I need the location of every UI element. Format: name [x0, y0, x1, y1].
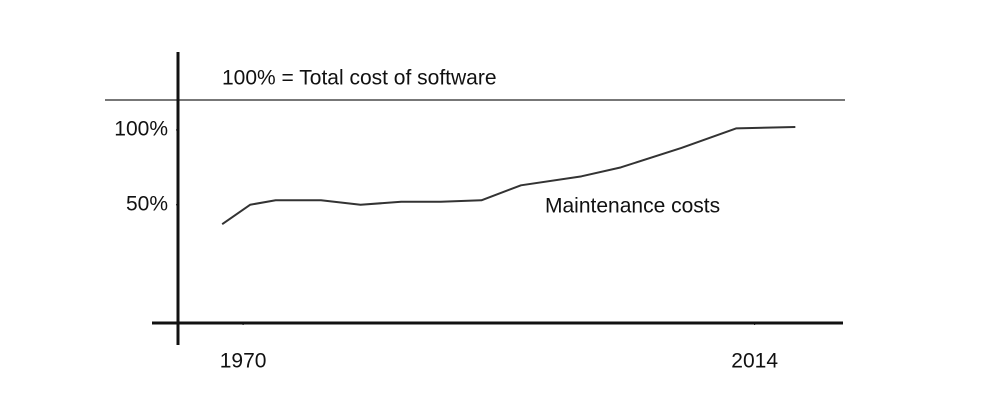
y-tick-label: 50%: [126, 192, 168, 215]
x-tick-label: 1970: [220, 350, 267, 373]
x-tick-label: 2014: [731, 350, 778, 373]
series-annotation: Maintenance costs: [545, 195, 720, 218]
reference-label: 100% = Total cost of software: [222, 67, 497, 90]
y-tick-label: 100%: [114, 117, 168, 140]
data-line: [221, 125, 796, 226]
